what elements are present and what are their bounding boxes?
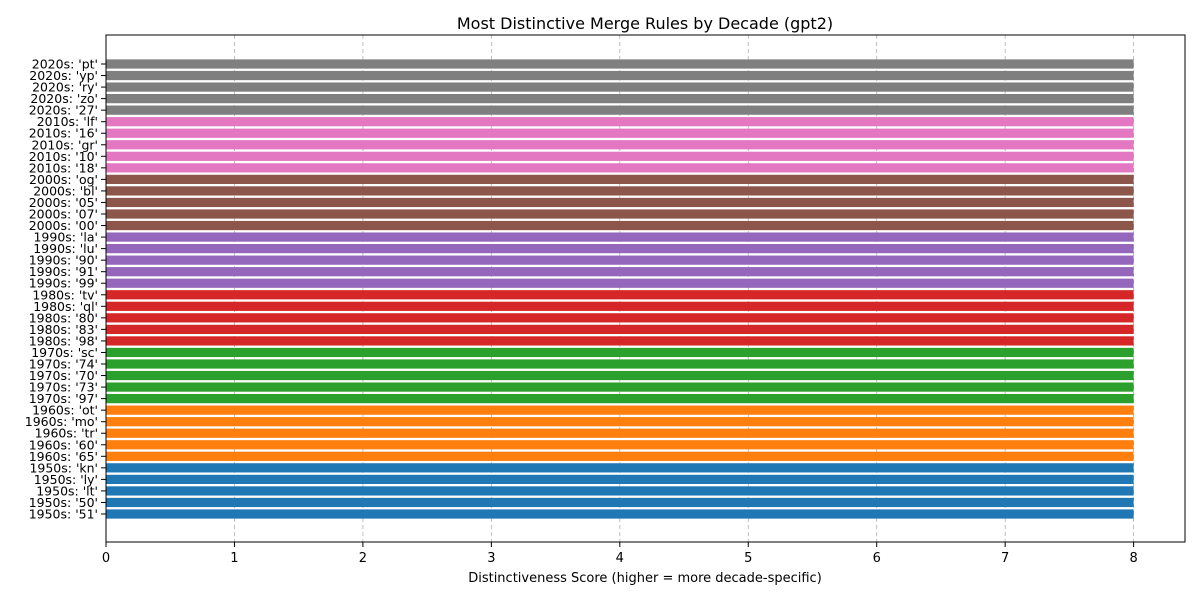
y-tick-label: 1970s: '70': [29, 368, 98, 383]
bar: [106, 394, 1134, 404]
x-tick-label: 7: [1001, 551, 1009, 566]
bar: [106, 405, 1134, 415]
bar: [106, 440, 1134, 450]
bar: [106, 209, 1134, 219]
y-tick-label: 1970s: '74': [29, 357, 98, 372]
bar: [106, 451, 1134, 461]
y-tick-label: 1960s: 'ot': [32, 403, 98, 418]
x-tick-label: 2: [359, 551, 367, 566]
bar: [106, 336, 1134, 346]
y-tick-label: 2010s: '16': [29, 126, 98, 141]
bar: [106, 359, 1134, 369]
bar: [106, 128, 1134, 138]
bar: [106, 324, 1134, 334]
x-tick-label: 0: [102, 551, 110, 566]
bar: [106, 417, 1134, 427]
y-tick-label: 2020s: 'pt': [32, 57, 98, 72]
bar: [106, 428, 1134, 438]
y-tick-label: 2000s: 'og': [29, 172, 98, 187]
y-tick-label: 2020s: 'yp': [29, 68, 98, 83]
bars: [106, 59, 1134, 519]
bar: [106, 232, 1134, 242]
bar: [106, 197, 1134, 208]
y-tick-label: 1960s: 'tr': [35, 426, 98, 441]
bar: [106, 174, 1134, 184]
bar: [106, 59, 1134, 69]
bar: [106, 382, 1134, 392]
y-tick-label: 1980s: 'tv': [32, 287, 98, 302]
x-tick-label: 5: [744, 551, 752, 566]
y-tick-label: 2020s: '27': [29, 103, 98, 118]
y-tick-label: 1990s: '99': [29, 276, 98, 291]
y-tick-label: 2010s: 'gr': [32, 137, 98, 152]
bar: [106, 255, 1134, 265]
bar: [106, 151, 1134, 161]
x-tick-label: 6: [873, 551, 881, 566]
y-tick-label: 1990s: '91': [29, 264, 98, 279]
y-tick-label: 1950s: 'ly': [34, 472, 98, 487]
y-tick-label: 1950s: 'kn': [29, 460, 98, 475]
bar: [106, 163, 1134, 173]
bar: [106, 290, 1134, 300]
y-tick-label: 1950s: '50': [29, 495, 98, 510]
y-tick-label: 1970s: '97': [29, 391, 98, 406]
y-tick-label: 2000s: '05': [29, 195, 98, 210]
bar: [106, 140, 1134, 150]
bar: [106, 486, 1134, 496]
y-tick-label: 1980s: '80': [29, 310, 98, 325]
bar: [106, 70, 1134, 81]
y-tick-label: 2000s: 'bl': [33, 183, 98, 198]
y-tick-label: 2000s: '00': [29, 218, 98, 233]
x-tick-label: 4: [616, 551, 624, 566]
x-axis-ticks: 0 1 2 3 4 5 6 7 8: [102, 542, 1138, 566]
bar: [106, 497, 1134, 508]
y-tick-label: 1980s: 'ql': [33, 299, 98, 314]
bar: [106, 463, 1134, 473]
bar: [106, 313, 1134, 323]
y-tick-label: 2010s: '18': [29, 160, 98, 175]
y-tick-label: 1990s: '90': [29, 253, 98, 268]
y-tick-label: 2020s: 'ry': [32, 80, 98, 95]
bar: [106, 82, 1134, 92]
bar: [106, 474, 1134, 484]
y-tick-label: 1960s: 'mo': [25, 414, 98, 429]
x-tick-label: 3: [487, 551, 495, 566]
bar: [106, 347, 1134, 358]
bar: [106, 267, 1134, 277]
bar: [106, 220, 1134, 231]
y-tick-label: 2010s: 'lf': [37, 114, 98, 129]
y-tick-label: 1990s: 'la': [33, 230, 98, 245]
y-tick-label: 1990s: 'lu': [33, 241, 98, 256]
bar: [106, 278, 1134, 288]
bar: [106, 105, 1134, 115]
bar: [106, 244, 1134, 254]
y-tick-label: 1970s: '73': [29, 380, 98, 395]
x-tick-label: 8: [1129, 551, 1137, 566]
y-tick-label: 2010s: '10': [29, 149, 98, 164]
y-axis-ticks: 1950s: '51'1950s: '50'1950s: 'lt'1950s: …: [25, 57, 106, 522]
y-tick-label: 1980s: '83': [29, 322, 98, 337]
plot-frame: [105, 34, 1186, 543]
y-tick-label: 1970s: 'sc': [31, 345, 98, 360]
x-tick-label: 1: [230, 551, 238, 566]
y-tick-label: 1950s: '51': [29, 507, 98, 522]
bar: [106, 94, 1134, 104]
y-tick-label: 2000s: '07': [29, 207, 98, 222]
bar: [106, 370, 1134, 381]
chart-title: Most Distinctive Merge Rules by Decade (…: [457, 14, 833, 33]
bar: [106, 301, 1134, 311]
bar: [106, 117, 1134, 127]
y-tick-label: 1960s: '60': [29, 437, 98, 452]
y-tick-label: 1980s: '98': [29, 333, 98, 348]
y-tick-label: 1960s: '65': [29, 449, 98, 464]
bar: [106, 509, 1134, 519]
y-tick-label: 2020s: 'zo': [30, 91, 98, 106]
bar: [106, 186, 1134, 196]
x-axis-label: Distinctiveness Score (higher = more dec…: [468, 571, 822, 586]
y-tick-label: 1950s: 'lt': [36, 483, 98, 498]
